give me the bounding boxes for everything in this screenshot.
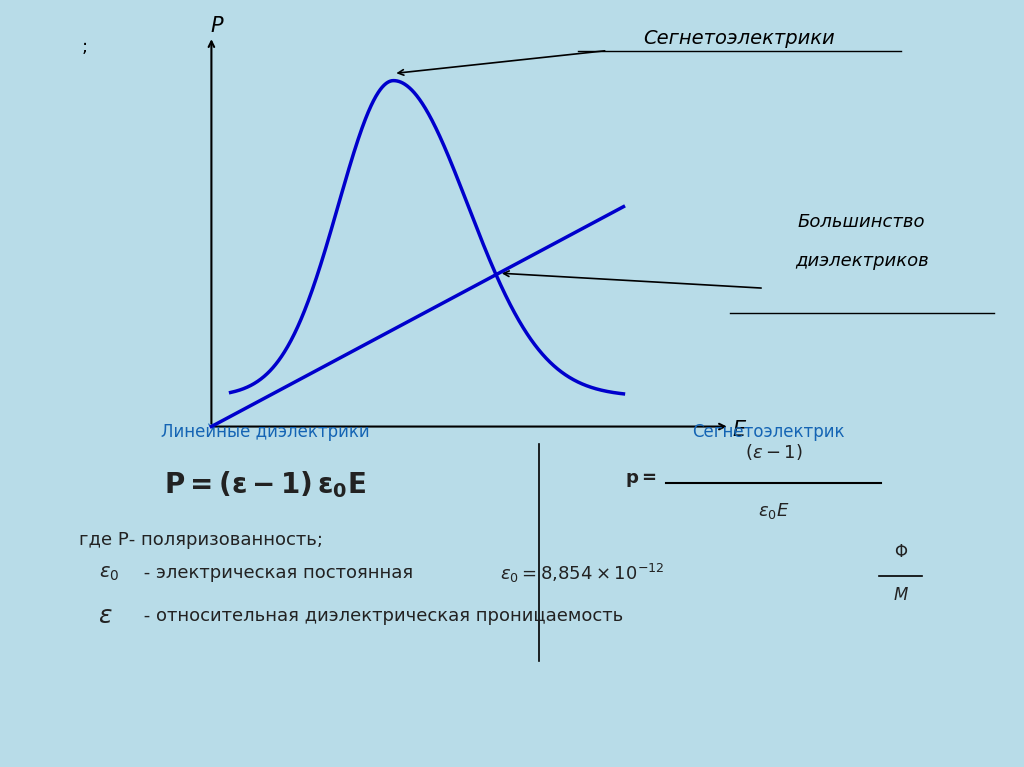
Text: Линейные диэлектрики: Линейные диэлектрики bbox=[161, 423, 370, 441]
Text: Сегнетоэлектрик: Сегнетоэлектрик bbox=[692, 423, 845, 441]
Text: Сегнетоэлектрики: Сегнетоэлектрики bbox=[644, 29, 836, 48]
Text: $\varepsilon_0 E$: $\varepsilon_0 E$ bbox=[758, 501, 790, 521]
Text: $\Phi$: $\Phi$ bbox=[894, 543, 908, 561]
Text: $(\varepsilon - 1)$: $(\varepsilon - 1)$ bbox=[744, 442, 803, 462]
Text: - электрическая постоянная: - электрическая постоянная bbox=[138, 565, 414, 582]
Text: $\varepsilon_0 = 8{,}854 \times 10^{-12}$: $\varepsilon_0 = 8{,}854 \times 10^{-12}… bbox=[500, 562, 665, 585]
Text: - относительная диэлектрическая проницаемость: - относительная диэлектрическая проницае… bbox=[138, 607, 624, 625]
Text: $\mathit{M}$: $\mathit{M}$ bbox=[893, 586, 908, 604]
Text: $\varepsilon_0$: $\varepsilon_0$ bbox=[98, 564, 119, 583]
Text: P: P bbox=[210, 15, 222, 36]
Text: $\mathbf{P = (\varepsilon - 1)\,\varepsilon_0 E}$: $\mathbf{P = (\varepsilon - 1)\,\varepsi… bbox=[164, 469, 367, 500]
Text: где Р- поляризованность;: где Р- поляризованность; bbox=[80, 531, 324, 549]
Text: $\varepsilon$: $\varepsilon$ bbox=[98, 604, 113, 628]
Text: ;: ; bbox=[81, 38, 87, 56]
Text: Большинство: Большинство bbox=[798, 213, 926, 232]
Text: $\mathbf{p =}$: $\mathbf{p =}$ bbox=[625, 471, 656, 489]
Text: E: E bbox=[733, 420, 746, 440]
Text: диэлектриков: диэлектриков bbox=[795, 252, 929, 271]
